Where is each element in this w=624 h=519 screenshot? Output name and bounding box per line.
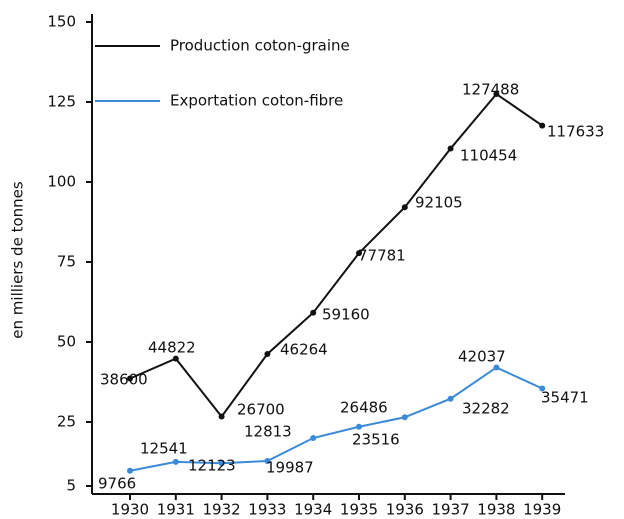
data-point: [401, 204, 408, 211]
x-tick-label: 1935: [340, 501, 378, 519]
data-point: [218, 413, 225, 420]
data-point: [218, 460, 225, 467]
data-point: [172, 355, 179, 362]
data-label: 12541: [140, 440, 188, 458]
data-label: 26486: [340, 399, 388, 417]
data-label: 23516: [352, 431, 400, 449]
data-label: 77781: [358, 247, 406, 265]
data-label: 26700: [237, 401, 285, 419]
data-point: [447, 395, 454, 402]
data-point: [264, 457, 271, 464]
data-label: 32282: [462, 400, 510, 418]
data-label: 110454: [460, 147, 517, 165]
data-point: [356, 250, 362, 257]
data-label: 117633: [547, 123, 604, 141]
data-label: 44822: [148, 339, 196, 357]
data-point: [539, 385, 546, 392]
y-tick-label: 50: [57, 333, 76, 351]
series-line: [129, 92, 543, 419]
data-label: 127488: [462, 81, 519, 99]
data-point: [127, 375, 133, 382]
data-point: [310, 309, 317, 316]
y-tick-label: 25: [57, 413, 76, 431]
data-point: [310, 435, 317, 442]
legend-label: Production coton-graine: [170, 37, 350, 55]
y-tick-label: 5: [66, 477, 76, 495]
data-point: [172, 458, 179, 465]
legend-label: Exportation coton-fibre: [170, 92, 343, 110]
x-tick-label: 1933: [248, 501, 286, 519]
data-point: [401, 414, 408, 421]
x-tick-label: 1939: [523, 501, 561, 519]
data-point: [264, 350, 271, 357]
data-label: 59160: [322, 306, 370, 324]
series-line: [129, 366, 543, 472]
x-tick-label: 1934: [294, 501, 332, 519]
x-tick-label: 1937: [432, 501, 470, 519]
data-point: [356, 423, 362, 430]
data-label: 46264: [280, 341, 328, 359]
data-label: 35471: [541, 389, 589, 407]
y-tick-label: 100: [47, 173, 76, 191]
x-tick-label: 1936: [386, 501, 424, 519]
y-tick-label: 125: [47, 93, 76, 111]
data-point: [127, 467, 133, 474]
data-label: 42037: [458, 348, 506, 366]
data-point: [493, 91, 500, 98]
data-label: 19987: [266, 459, 314, 477]
x-tick-label: 1932: [203, 501, 241, 519]
data-label: 92105: [415, 194, 463, 212]
data-point: [539, 122, 546, 129]
data-label: 9766: [98, 475, 136, 493]
data-point: [493, 364, 500, 371]
y-tick-label: 75: [57, 253, 76, 271]
y-axis-label: en milliers de tonnes: [9, 181, 27, 339]
x-tick-label: 1930: [111, 501, 149, 519]
data-label: 12813: [244, 423, 292, 441]
x-tick-label: 1931: [157, 501, 195, 519]
x-tick-label: 1938: [477, 501, 515, 519]
data-point: [447, 145, 454, 152]
data-label: 12123: [188, 457, 236, 475]
y-tick-label: 150: [47, 13, 76, 31]
data-label: 38600: [100, 371, 148, 389]
